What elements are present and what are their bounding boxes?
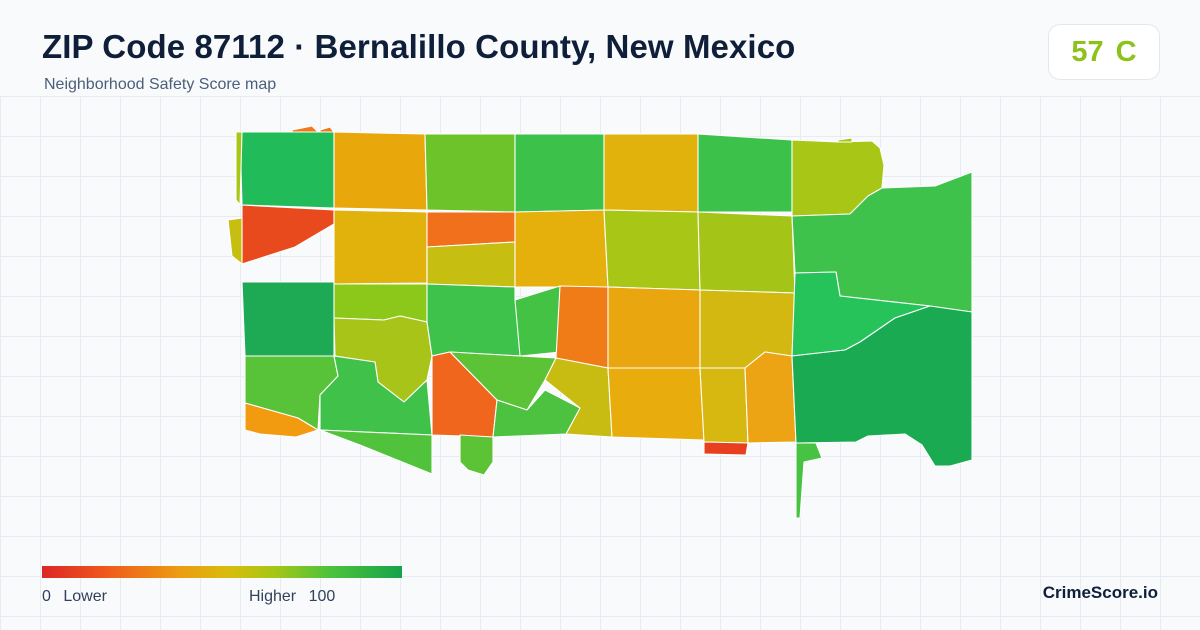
map-region-r-11 [426, 241, 516, 288]
map-region-r-22 [607, 286, 701, 369]
map-region-r-10 [426, 211, 516, 248]
map-region-r-n-3 [424, 133, 516, 213]
map-region-r-se-33 [791, 305, 973, 467]
map-region-r-14 [697, 211, 796, 294]
map-region-r-s-38 [703, 441, 749, 456]
map-region-r-sw-34 [244, 402, 319, 438]
map-region-r-s-37 [492, 389, 581, 438]
map-region-r-26 [319, 355, 433, 436]
legend-max-value: 100 [308, 588, 336, 605]
map-region-r-s-39 [795, 442, 823, 519]
map-region-r-ne-7 [837, 137, 853, 143]
score-grade: C [1115, 35, 1137, 68]
map-region-r-w-16 [241, 281, 335, 357]
page-subtitle: Neighborhood Safety Score map [44, 76, 277, 93]
map-region-r-13 [603, 209, 701, 291]
map-region-r-21 [555, 285, 609, 369]
map-region-r-31 [699, 367, 749, 444]
map-region-r-n-5 [603, 133, 699, 213]
map-region-r-17 [333, 283, 428, 323]
page-title: ZIP Code 87112 · Bernalillo County, New … [42, 28, 796, 65]
map-region-r-n-6 [697, 133, 793, 213]
map-region-r-13 [235, 131, 243, 206]
map-region-r-s-35 [319, 429, 433, 475]
map-region-r-20 [514, 285, 561, 357]
legend-color-bar [42, 566, 402, 578]
map-region-r-nw-corner-1 [239, 131, 335, 209]
legend-max-label: Higher [249, 588, 297, 605]
map-region-r-32 [744, 351, 797, 444]
map-region-r-9 [333, 209, 428, 285]
map-region-r-w-8 [241, 204, 335, 265]
score-badge: 57 C [1048, 24, 1160, 80]
legend-max: Higher 100 [249, 588, 335, 606]
map-region-r-n-2 [333, 131, 428, 211]
map-region-r-w-40 [227, 217, 243, 265]
legend-min: 0 Lower [42, 588, 107, 606]
brand-name: CrimeScore.io [1042, 583, 1158, 602]
map-region-r-30 [607, 367, 705, 441]
map-region-r-s-36 [459, 434, 494, 476]
map-region-r-12 [514, 209, 609, 288]
map-region-r-top-41 [291, 125, 319, 133]
legend-min-value: 0 [42, 588, 51, 605]
map-region-r-n-4 [514, 133, 605, 213]
map-region-r-top-41 [319, 126, 335, 133]
score-value: 57 [1071, 35, 1104, 68]
legend-min-label: Lower [63, 588, 107, 605]
